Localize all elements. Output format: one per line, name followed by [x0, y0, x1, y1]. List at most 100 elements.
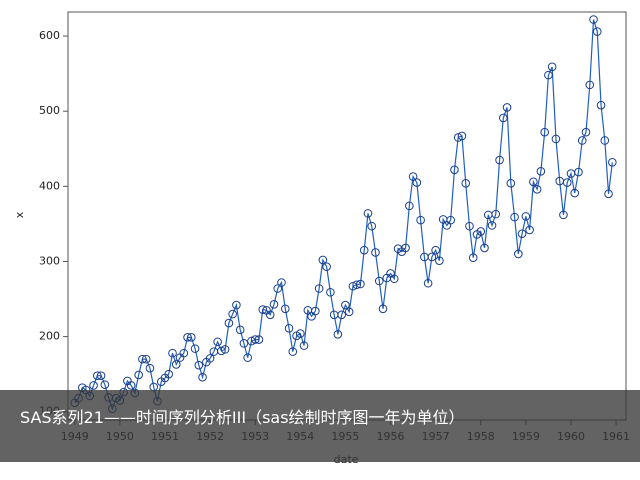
data-point [491, 209, 501, 219]
data-point [333, 330, 343, 339]
data-point [378, 304, 388, 314]
data-point [232, 300, 241, 310]
y-tick-label: 300 [39, 254, 60, 267]
data-point [581, 127, 591, 137]
data-point [427, 252, 437, 262]
data-point [318, 255, 328, 265]
data-point [551, 134, 561, 144]
data-point [525, 225, 534, 235]
y-tick-label: 500 [39, 104, 60, 117]
data-point [205, 354, 215, 363]
data-point [405, 201, 414, 211]
data-point [529, 177, 538, 187]
data-point [228, 309, 237, 319]
data-point [186, 333, 196, 342]
data-point [570, 188, 580, 198]
data-point [450, 165, 459, 175]
data-point [194, 360, 204, 370]
data-point [273, 284, 283, 293]
data-point [446, 215, 455, 225]
data-point [322, 262, 331, 272]
data-point [465, 221, 474, 231]
data-point [224, 318, 234, 328]
data-point [314, 284, 324, 293]
data-point [265, 310, 275, 320]
data-point [138, 354, 147, 364]
data-point [284, 324, 294, 333]
data-point [476, 227, 486, 236]
y-tick-label: 200 [39, 330, 60, 343]
data-point [171, 360, 181, 369]
data-point [585, 80, 595, 90]
data-point [480, 243, 489, 253]
data-point [510, 212, 519, 222]
data-point [299, 341, 309, 350]
data-point [517, 229, 527, 238]
data-point [608, 157, 617, 167]
data-point [89, 381, 98, 390]
data-point [540, 127, 549, 137]
data-point [198, 372, 207, 382]
data-point [363, 209, 373, 218]
data-point [359, 245, 369, 255]
plot-frame [67, 11, 627, 421]
data-point [468, 253, 478, 263]
data-point [514, 249, 523, 259]
y-tick-label: 600 [39, 29, 60, 42]
data-point [179, 348, 189, 358]
data-point [220, 345, 230, 354]
data-point [495, 155, 504, 165]
data-point [401, 243, 410, 253]
data-point [412, 178, 422, 187]
data-point [296, 329, 305, 338]
data-point [258, 305, 268, 314]
data-point [235, 325, 245, 335]
data-point [352, 280, 361, 290]
data-point [532, 185, 542, 194]
data-point [96, 371, 106, 380]
data-point [499, 113, 508, 123]
data-point [544, 70, 553, 80]
data-point [126, 381, 136, 390]
series-line [74, 19, 613, 411]
caption-overlay [0, 390, 640, 462]
data-point [604, 189, 613, 199]
data-point [217, 346, 226, 356]
data-point [93, 371, 102, 380]
data-point [277, 278, 286, 287]
data-point [487, 221, 497, 230]
data-point [141, 354, 151, 364]
data-point [190, 344, 200, 353]
data-point [100, 380, 110, 389]
data-point [243, 353, 252, 362]
data-point [423, 278, 433, 288]
data-point [344, 307, 354, 317]
data-point [213, 337, 222, 347]
data-point [239, 339, 249, 348]
data-point [269, 299, 279, 309]
data-point [326, 287, 335, 297]
data-point [341, 300, 350, 310]
data-point [288, 347, 298, 356]
data-point [506, 179, 516, 188]
data-point [577, 136, 587, 145]
data-point [592, 27, 602, 36]
data-point [337, 310, 346, 320]
data-point [183, 333, 192, 342]
data-point [431, 245, 440, 255]
data-point [311, 306, 320, 316]
data-point [254, 335, 264, 344]
y-tick-label: 400 [39, 179, 60, 192]
data-point [502, 103, 512, 112]
data-point [574, 167, 583, 177]
data-point [280, 304, 290, 314]
data-point [250, 335, 260, 344]
data-point [371, 248, 380, 257]
data-point [389, 274, 399, 284]
data-point [356, 279, 365, 289]
data-point [416, 215, 425, 225]
data-point [348, 281, 358, 291]
y-axis-label: x [13, 211, 26, 218]
data-point [547, 62, 557, 72]
